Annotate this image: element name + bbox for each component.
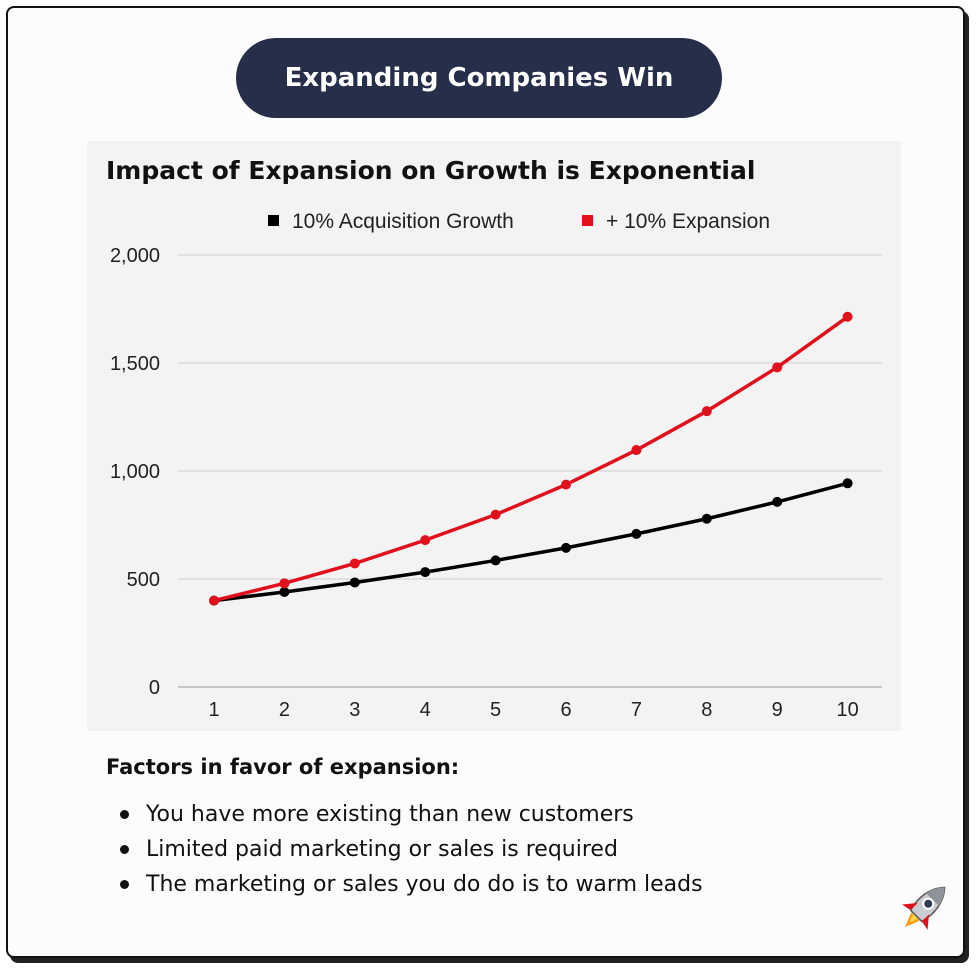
factor-item: You have more existing than new customer… — [120, 797, 703, 832]
chart-legend: 10% Acquisition Growth + 10% Expansion — [268, 210, 770, 233]
chart-gridlines — [178, 254, 882, 688]
data-point-0 — [772, 496, 783, 507]
y-tick-label: 500 — [127, 569, 160, 591]
data-point-1 — [279, 578, 290, 589]
series-line-0 — [213, 481, 849, 603]
x-tick-label: 7 — [631, 699, 642, 721]
x-tick-label: 4 — [420, 699, 431, 721]
x-tick-label: 8 — [701, 699, 712, 721]
y-tick-label: 2,000 — [110, 245, 160, 267]
factor-text: The marketing or sales you do do is to w… — [146, 872, 703, 897]
data-point-1 — [349, 558, 360, 569]
x-axis: 1 2 3 4 5 6 7 8 9 10 — [208, 699, 858, 721]
x-tick-label: 6 — [560, 699, 571, 721]
bullet-icon — [120, 810, 129, 819]
data-point-1 — [561, 479, 571, 490]
series-line-1 — [213, 315, 849, 603]
chart-title: Impact of Expansion on Growth is Exponen… — [106, 156, 756, 185]
x-tick-label: 9 — [772, 699, 783, 721]
bullet-icon — [120, 880, 129, 889]
data-point-0 — [561, 542, 571, 553]
data-point-0 — [349, 577, 360, 588]
data-point-1 — [701, 406, 712, 417]
data-point-1 — [490, 509, 501, 520]
legend-marker — [268, 215, 279, 226]
plot-area — [209, 311, 853, 606]
chart-panel — [87, 141, 901, 731]
data-point-1 — [420, 535, 431, 546]
x-tick-label: 2 — [279, 699, 290, 721]
rocket-icon — [902, 886, 946, 930]
factors-list: You have more existing than new customer… — [120, 797, 703, 902]
bullet-icon — [120, 845, 129, 854]
legend-label: + 10% Expansion — [606, 210, 770, 233]
data-point-0 — [279, 586, 290, 597]
data-point-0 — [631, 528, 642, 539]
data-point-1 — [772, 362, 783, 373]
y-tick-label: 1,000 — [110, 461, 160, 483]
factor-item: Limited paid marketing or sales is requi… — [120, 832, 703, 867]
y-tick-label: 1,500 — [110, 353, 160, 375]
legend-marker — [582, 215, 593, 226]
factor-item: The marketing or sales you do do is to w… — [120, 867, 703, 902]
data-point-0 — [701, 513, 712, 524]
y-tick-label: 0 — [149, 677, 160, 699]
factor-text: You have more existing than new customer… — [146, 802, 634, 827]
x-tick-label: 5 — [490, 699, 501, 721]
data-point-1 — [209, 595, 219, 606]
data-point-0 — [490, 555, 501, 566]
y-axis: 0 500 1,000 1,500 2,000 — [110, 245, 160, 699]
factor-text: Limited paid marketing or sales is requi… — [146, 837, 618, 862]
legend-label: 10% Acquisition Growth — [292, 210, 514, 233]
x-tick-label: 1 — [208, 699, 219, 721]
data-point-1 — [631, 445, 642, 456]
header-title: Expanding Companies Win — [284, 63, 674, 93]
header-banner: Expanding Companies Win — [236, 38, 722, 118]
factors-heading: Factors in favor of expansion: — [106, 755, 460, 779]
data-point-0 — [420, 567, 431, 578]
x-tick-label: 10 — [836, 699, 858, 721]
data-point-0 — [842, 478, 853, 489]
x-tick-label: 3 — [349, 699, 360, 721]
data-point-1 — [842, 311, 853, 322]
